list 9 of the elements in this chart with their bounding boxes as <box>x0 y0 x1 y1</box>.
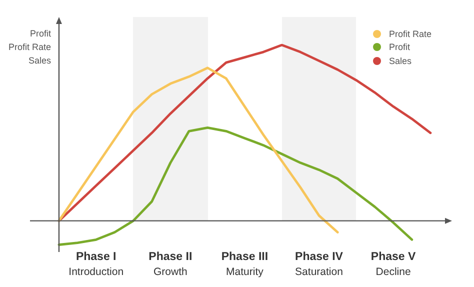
legend-label: Profit Rate <box>389 28 432 39</box>
y-axis-title: Profit Profit Rate Sales <box>8 28 52 66</box>
x-tick-label: Phase V Decline <box>370 251 416 278</box>
legend-label: Profit <box>389 42 410 52</box>
legend-label: Sales <box>389 56 412 66</box>
x-tick-label: Phase III Maturity <box>221 251 268 278</box>
x-tick-label: Phase II Growth <box>148 251 192 278</box>
x-tick-label: Phase I Introduction <box>68 251 124 278</box>
x-tick-label: Phase IV Saturation <box>295 251 343 278</box>
